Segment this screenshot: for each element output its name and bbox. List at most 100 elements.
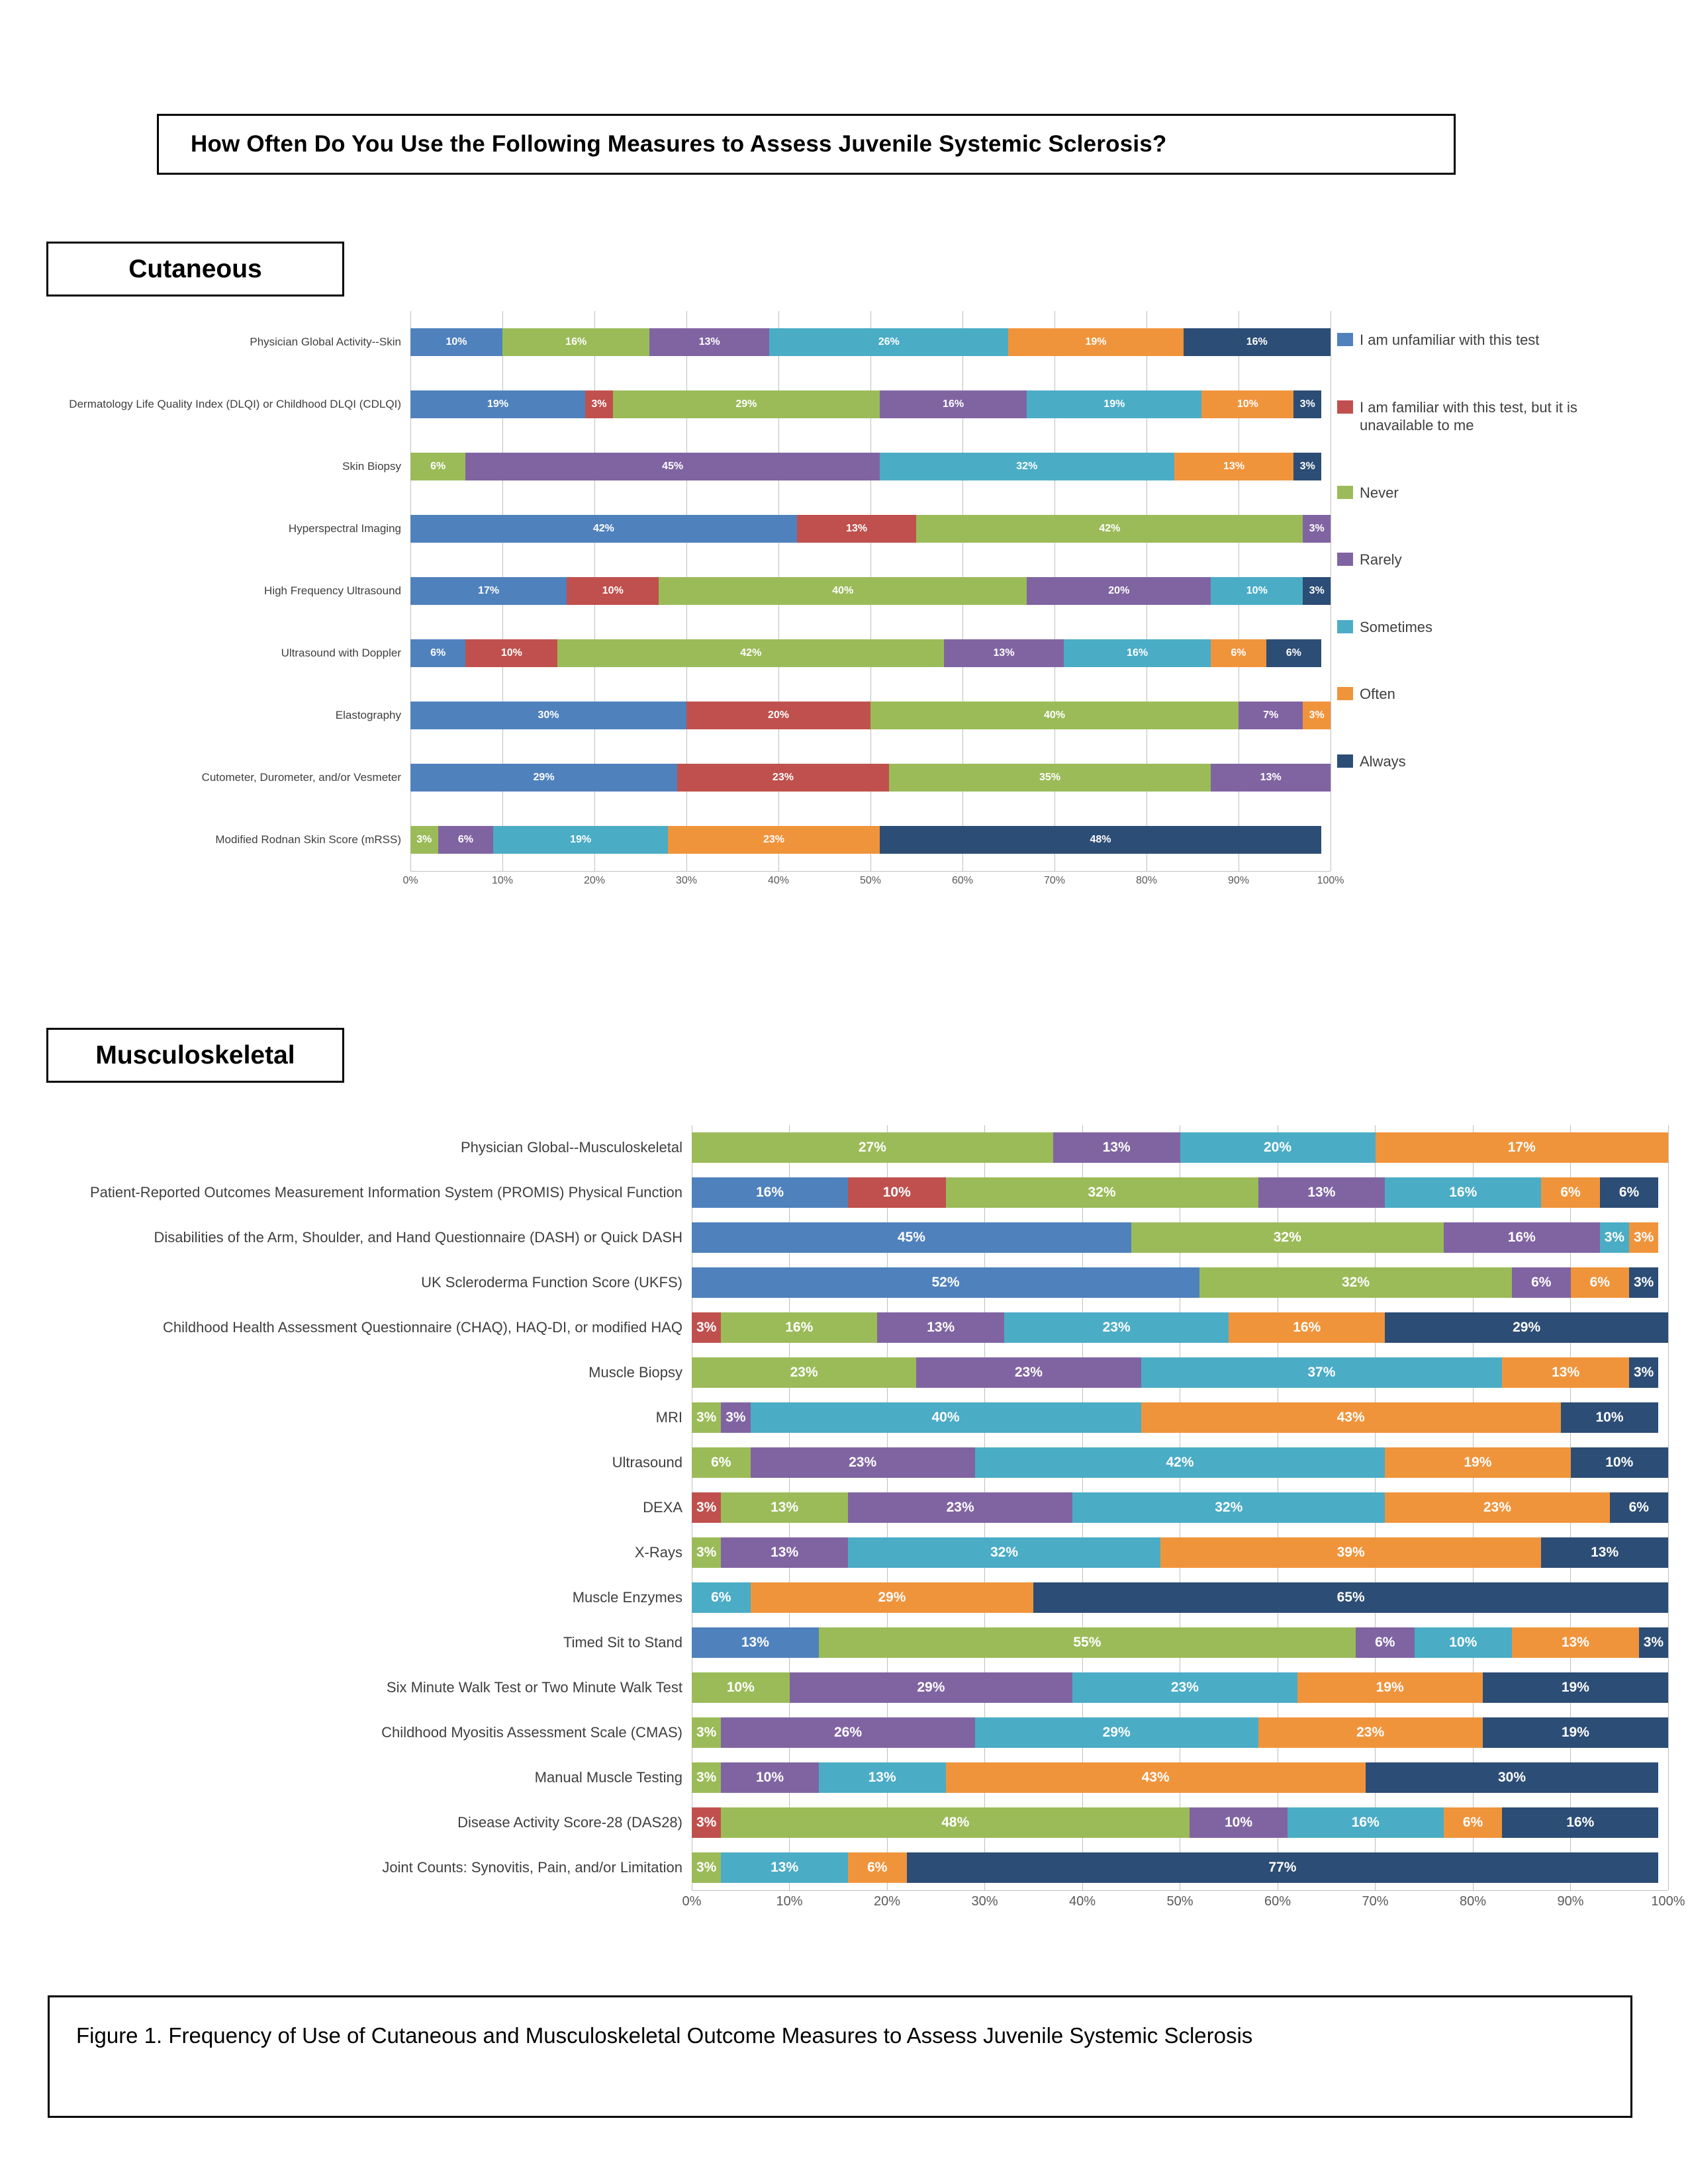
bar-segment: 29% bbox=[612, 390, 880, 418]
legend-swatch-icon bbox=[1337, 687, 1353, 700]
chart-row: High Frequency Ultrasound 17% 10% 40% 20% 10%… bbox=[0, 560, 1331, 622]
legend-item[interactable]: Always bbox=[1337, 752, 1642, 771]
bar-segment: 52% bbox=[692, 1267, 1199, 1298]
bar-segment: 16% bbox=[1229, 1312, 1385, 1343]
x-axis-tick-label: 60% bbox=[951, 875, 974, 886]
legend-item[interactable]: I am familiar with this test, but it is … bbox=[1337, 398, 1642, 435]
legend-swatch-icon bbox=[1337, 553, 1353, 566]
chart-row: Ultrasound with Doppler 6% 10% 42% 13% 16% 6% 6… bbox=[0, 622, 1331, 684]
bar-segment: 19% bbox=[1482, 1717, 1668, 1748]
bar-segment: 42% bbox=[557, 639, 945, 667]
bar-segment: 19% bbox=[410, 390, 586, 418]
legend-swatch-icon bbox=[1337, 400, 1353, 414]
chart-row-label: Hyperspectral Imaging bbox=[288, 522, 401, 535]
stacked-bar: 29% 23% 35% 13% bbox=[410, 764, 1331, 792]
bar-segment: 6% bbox=[410, 639, 466, 667]
bar-segment: 23% bbox=[916, 1357, 1141, 1388]
bar-segment: 65% bbox=[1033, 1582, 1668, 1613]
bar-segment: 32% bbox=[1072, 1492, 1385, 1523]
chart-row-label: Elastography bbox=[335, 708, 401, 721]
bar-segment: 3% bbox=[410, 826, 438, 854]
bar-segment: 26% bbox=[721, 1717, 975, 1748]
bar-segment: 3% bbox=[692, 1402, 722, 1433]
bar-segment: 6% bbox=[1609, 1492, 1668, 1523]
bar-segment: 30% bbox=[410, 702, 686, 729]
legend-item[interactable]: Sometimes bbox=[1337, 618, 1642, 637]
bar-segment: 30% bbox=[1365, 1762, 1659, 1793]
bar-segment: 6% bbox=[692, 1447, 751, 1478]
bar-segment: 6% bbox=[1266, 639, 1322, 667]
bar-segment: 6% bbox=[692, 1582, 751, 1613]
chart-plot-area: 3% 26% 29% 23% 19% bbox=[691, 1710, 1669, 1755]
chart-cutaneous: Physician Global Activity--Skin 10% 16% 13%… bbox=[0, 311, 1344, 999]
bar-segment: 3% bbox=[585, 390, 613, 418]
chart-row: X-Rays 3% 13% 32% 39% 13% bbox=[0, 1530, 1669, 1575]
x-axis-tick-label: 20% bbox=[873, 1894, 901, 1909]
bar-segment: 19% bbox=[1385, 1447, 1571, 1478]
x-axis-tick-label: 100% bbox=[1317, 875, 1344, 886]
bar-segment: 39% bbox=[1160, 1537, 1542, 1568]
chart-row-label: Joint Counts: Synovitis, Pain, and/or Li… bbox=[382, 1858, 682, 1876]
chart-row-label: High Frequency Ultrasound bbox=[264, 584, 401, 597]
legend-item[interactable]: I am unfamiliar with this test bbox=[1337, 331, 1642, 349]
bar-segment: 23% bbox=[1072, 1672, 1297, 1703]
bar-segment: 32% bbox=[848, 1537, 1160, 1568]
legend-item[interactable]: Rarely bbox=[1337, 551, 1642, 569]
figure-caption: Figure 1. Frequency of Use of Cutaneous … bbox=[76, 2023, 1253, 2048]
bar-segment: 6% bbox=[438, 826, 494, 854]
chart-plot-area: 3% 10% 13% 43% 30% bbox=[691, 1755, 1669, 1800]
section-header-musculoskeletal-label: Musculoskeletal bbox=[95, 1040, 295, 1069]
legend-label: I am unfamiliar with this test bbox=[1360, 332, 1540, 348]
bar-segment: 20% bbox=[1180, 1132, 1376, 1163]
section-header-cutaneous: Cutaneous bbox=[46, 242, 344, 296]
bar-segment: 3% bbox=[692, 1717, 722, 1748]
bar-segment: 16% bbox=[1443, 1222, 1600, 1253]
bar-segment: 29% bbox=[750, 1582, 1034, 1613]
chart-row-label: Muscle Enzymes bbox=[572, 1588, 682, 1606]
bar-segment: 10% bbox=[410, 328, 502, 356]
x-axis-tick-label: 40% bbox=[1068, 1894, 1096, 1909]
bar-segment: 13% bbox=[1211, 764, 1331, 792]
bar-segment: 16% bbox=[1287, 1807, 1444, 1838]
bar-segment: 3% bbox=[692, 1492, 722, 1523]
bar-segment: 13% bbox=[818, 1762, 946, 1793]
chart-row-label: Dermatology Life Quality Index (DLQI) or… bbox=[69, 397, 401, 410]
chart-plot-area: 6% 29% 65% bbox=[691, 1575, 1669, 1620]
bar-segment: 3% bbox=[1303, 702, 1331, 729]
stacked-bar: 3% 13% 6% 77% bbox=[692, 1852, 1668, 1883]
bar-segment: 26% bbox=[769, 328, 1009, 356]
stacked-bar: 3% 6% 19% 23% 48% bbox=[410, 826, 1331, 854]
bar-segment: 16% bbox=[721, 1312, 878, 1343]
bar-segment: 13% bbox=[1174, 453, 1294, 480]
stacked-bar: 3% 16% 13% 23% 16% 29% bbox=[692, 1312, 1668, 1343]
chart-row: MRI 3% 3% 40% 43% 10% bbox=[0, 1395, 1669, 1440]
bar-segment: 3% bbox=[1638, 1627, 1668, 1658]
bar-segment: 32% bbox=[1131, 1222, 1444, 1253]
x-axis-ticks: 0% 10% 20% 30% 40% 50% 60% 70% 80% 90% 100% bbox=[402, 871, 1344, 893]
legend-item[interactable]: Never bbox=[1337, 484, 1642, 502]
chart-x-axis: 0% 10% 20% 30% 40% 50% 60% 70% 80% 90% 100% bbox=[0, 871, 1344, 893]
bar-segment: 13% bbox=[1258, 1177, 1385, 1208]
bar-segment: 6% bbox=[1541, 1177, 1600, 1208]
legend-label: I am familiar with this test, but it is … bbox=[1360, 398, 1577, 434]
chart-row-label: Timed Sit to Stand bbox=[563, 1633, 682, 1651]
bar-segment: 45% bbox=[465, 453, 880, 480]
bar-segment: 40% bbox=[659, 577, 1027, 605]
bar-segment: 20% bbox=[686, 702, 870, 729]
x-axis-ticks: 0% 10% 20% 30% 40% 50% 60% 70% 80% 90% 100% bbox=[682, 1890, 1685, 1913]
bar-segment: 32% bbox=[1199, 1267, 1512, 1298]
chart-row: UK Scleroderma Function Score (UKFS) 52% 3… bbox=[0, 1260, 1669, 1305]
chart-row: Disease Activity Score-28 (DAS28) 3% 48% 10… bbox=[0, 1800, 1669, 1845]
stacked-bar: 6% 23% 42% 19% 10% bbox=[692, 1447, 1668, 1478]
bar-segment: 19% bbox=[1027, 390, 1202, 418]
bar-segment: 27% bbox=[692, 1132, 1053, 1163]
chart-plot-area: 3% 13% 6% 77% bbox=[691, 1845, 1669, 1890]
chart-musculoskeletal: Physician Global--Musculoskeletal 27% 13% 2… bbox=[0, 1125, 1685, 1939]
legend-item[interactable]: Often bbox=[1337, 685, 1642, 704]
chart-plot-area: 3% 3% 40% 43% 10% bbox=[691, 1395, 1669, 1440]
chart-row: DEXA 3% 13% 23% 32% 23% 6% bbox=[0, 1485, 1669, 1530]
bar-segment: 29% bbox=[789, 1672, 1073, 1703]
chart-row: Manual Muscle Testing 3% 10% 13% 43% 30% bbox=[0, 1755, 1669, 1800]
stacked-bar: 3% 13% 32% 39% 13% bbox=[692, 1537, 1668, 1568]
